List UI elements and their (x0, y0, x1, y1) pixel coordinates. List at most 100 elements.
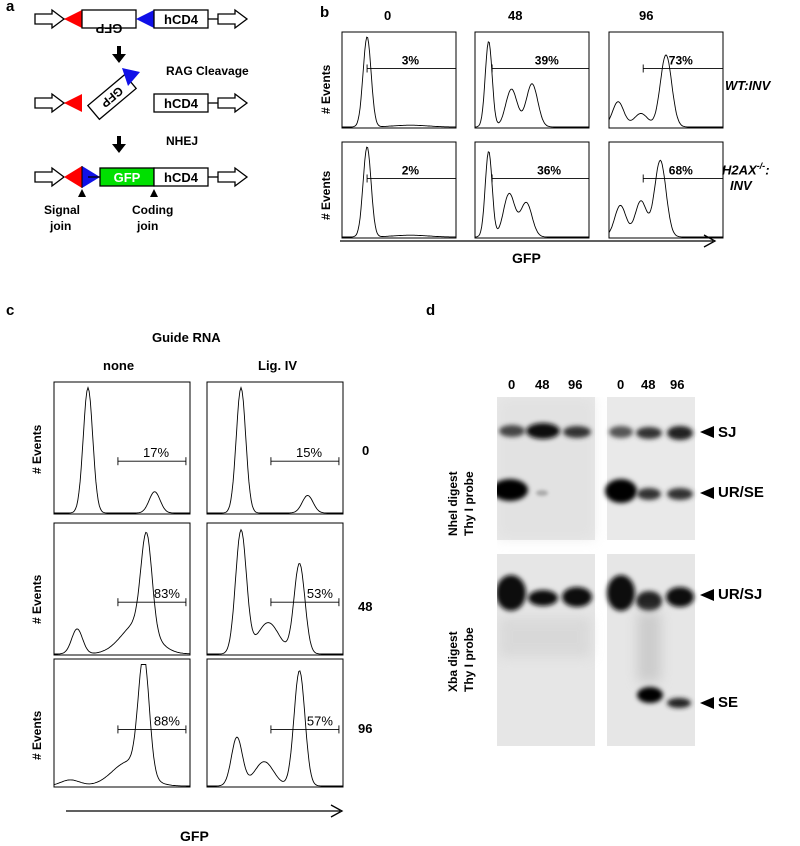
b-hist-r2-c2-trace (474, 151, 589, 238)
right-arrow-1 (217, 8, 249, 30)
b-hist-r2-c1-trace (342, 146, 456, 238)
down-arrow-1 (112, 46, 126, 63)
panel-b-letter: b (320, 4, 330, 21)
gel-top-right (605, 397, 695, 540)
c-hist-r1-c2-trace (207, 386, 343, 514)
b-xlabel: GFP (512, 250, 541, 266)
b-hist-r2-c3-trace (608, 159, 723, 238)
b-hist-r1-c2-percent: 39% (535, 53, 559, 67)
svg-text:hCD4: hCD4 (164, 12, 199, 27)
c-hist-r3-c1: 88% (53, 658, 191, 788)
c-gfp-axis-arrow (66, 804, 344, 818)
d-lane-96a: 96 (568, 377, 583, 392)
c-col-header-lig: Lig. IV (258, 358, 297, 373)
b-hist-r1-c2: 39% (474, 31, 590, 129)
b-gfp-axis-arrow (340, 234, 717, 248)
b-hist-r1-c1: 3% (341, 31, 457, 129)
panel-c-letter: c (6, 302, 15, 319)
left-arrow-1 (34, 8, 66, 30)
panel-d-gel (497, 397, 714, 746)
coding-join-pointer (150, 189, 158, 197)
red-rss-2 (64, 94, 82, 112)
band-label-sj: SJ (718, 424, 737, 441)
construct-row-1: GFP hCD4 (34, 8, 249, 36)
b-hist-r1-c3-percent: 73% (669, 53, 693, 67)
svg-text:Coding: Coding (132, 203, 173, 217)
c-hist-r1-c1: 17% (53, 381, 191, 515)
ur-sj-pointer (700, 589, 714, 601)
c-hist-r1-c2: 15% (206, 381, 344, 515)
band-label-se: SE (718, 694, 739, 711)
panel-b-histograms: 3% 39% 73% 2% 36% 68% (341, 31, 724, 239)
c-hist-r3-c1-trace (53, 664, 190, 787)
c-hist-r2-c2-percent: 53% (307, 586, 333, 601)
svg-text:Signal: Signal (44, 203, 80, 217)
rag-cleavage-label: RAG Cleavage (166, 64, 249, 78)
b-row2-label: H2AX-/-: INV (722, 161, 770, 194)
construct-row-2: GFP hCD4 (34, 68, 249, 121)
c-hist-r2-c1-trace (54, 531, 191, 655)
b-ylabel-row2: # Events (319, 170, 333, 220)
c-ylabel-row1: # Events (30, 424, 44, 474)
c-ylabel-row3: # Events (30, 710, 44, 760)
c-hist-r1-c1-trace (54, 386, 190, 514)
sj-pointer (700, 426, 714, 438)
gfp-inverted-text: GFP (95, 21, 122, 36)
d-lane-0b: 0 (617, 377, 625, 392)
panel-d-letter: d (426, 302, 436, 319)
band-label-ur-sj: UR/SJ (718, 586, 763, 603)
c-hist-r3-c2: 57% (206, 658, 344, 788)
c-xlabel: GFP (180, 828, 209, 844)
b-hist-r1-c2-trace (474, 41, 589, 128)
red-rss-3 (64, 166, 82, 188)
c-row-label-96: 96 (358, 721, 373, 736)
c-hist-r1-c2-percent: 15% (296, 445, 322, 460)
c-hist-r2-c1-percent: 83% (154, 586, 180, 601)
c-hist-r3-c2-trace (207, 670, 343, 787)
c-hist-r2-c2: 53% (206, 522, 344, 656)
svg-text:hCD4: hCD4 (164, 170, 199, 185)
b-hist-r2-c2: 36% (474, 141, 590, 239)
c-hist-r2-c2-trace (207, 528, 343, 655)
panel-c-histograms: 17% 15% 83% 53% 88% 57% (53, 381, 344, 788)
band-label-ur-se: UR/SE (718, 484, 764, 501)
b-ylabel-row1: # Events (319, 64, 333, 114)
d-bottom-label-2: Thy I probe (462, 627, 476, 692)
d-lane-48a: 48 (535, 377, 550, 392)
c-title: Guide RNA (152, 330, 221, 345)
svg-text:hCD4: hCD4 (164, 96, 199, 111)
b-hist-r1-c3-trace (608, 54, 723, 128)
c-hist-r3-c2-percent: 57% (307, 713, 333, 728)
se-pointer (700, 697, 714, 709)
svg-text:join: join (49, 219, 71, 233)
gel-bottom-right (607, 554, 695, 746)
d-top-label-2: Thy I probe (462, 471, 476, 536)
nhej-label: NHEJ (166, 134, 198, 148)
panel-a-letter: a (6, 0, 15, 15)
b-hist-r2-c3-percent: 68% (669, 163, 693, 177)
blue-rss-1 (136, 10, 154, 28)
b-hist-r1-c3: 73% (608, 31, 724, 129)
d-bottom-label-1: Xba digest (446, 631, 460, 692)
red-rss-1 (64, 10, 82, 28)
gel-bottom-left (497, 554, 595, 746)
b-hist-r2-c1-percent: 2% (402, 163, 420, 177)
c-hist-r2-c1: 83% (53, 522, 191, 656)
d-lane-48b: 48 (641, 377, 656, 392)
b-col-header-96: 96 (639, 8, 654, 23)
construct-row-3: GFP hCD4 (34, 166, 249, 188)
c-hist-r3-c1-percent: 88% (154, 713, 180, 728)
down-arrow-2 (112, 136, 126, 153)
d-lane-0a: 0 (508, 377, 516, 392)
svg-text:GFP: GFP (114, 170, 141, 185)
b-hist-r1-c1-trace (342, 36, 456, 128)
ur-se-pointer (700, 487, 714, 499)
panel-a-diagram: GFP hCD4 RAG Cleavage GFP hCD4 NHEJ GFP (34, 8, 249, 233)
c-row-label-0: 0 (362, 443, 370, 458)
b-hist-r1-c1-percent: 3% (402, 53, 420, 67)
b-hist-r2-c3: 68% (608, 141, 724, 239)
b-col-header-48: 48 (508, 8, 523, 23)
c-hist-r1-c1-percent: 17% (143, 445, 169, 460)
d-lane-96b: 96 (670, 377, 685, 392)
blue-rss-2 (122, 68, 140, 86)
